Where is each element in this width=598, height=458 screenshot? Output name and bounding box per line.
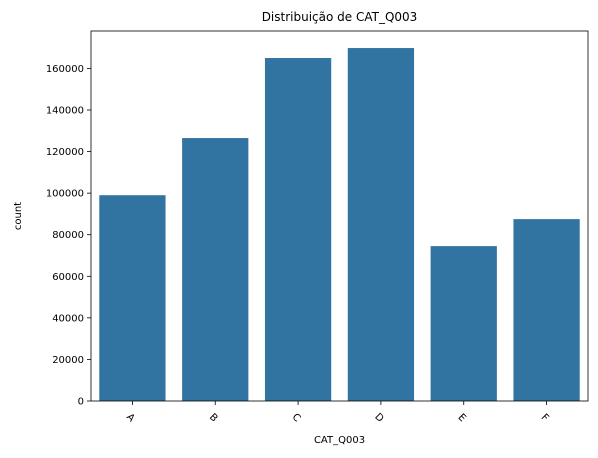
y-tick-label: 0 bbox=[78, 397, 84, 408]
y-tick-label: 40000 bbox=[52, 313, 84, 324]
bar-d bbox=[347, 48, 415, 401]
plot-frame bbox=[90, 30, 589, 402]
y-tick-label: 80000 bbox=[52, 230, 84, 241]
y-axis-title: count bbox=[13, 202, 24, 230]
bars-layer bbox=[99, 48, 580, 402]
x-axis: A B C D E F bbox=[124, 401, 551, 425]
x-tick-label: B bbox=[207, 412, 220, 425]
x-axis-title: CAT_Q003 bbox=[314, 435, 365, 446]
bar-e bbox=[430, 246, 497, 401]
y-tick-label: 160000 bbox=[46, 64, 84, 75]
bar-b bbox=[182, 138, 249, 401]
y-axis: 0 20000 40000 60000 80000 100000 120000 140000 1… bbox=[46, 64, 91, 408]
chart-title: Distribuição de CAT_Q003 bbox=[262, 10, 418, 24]
bar-a bbox=[99, 195, 166, 401]
y-tick-label: 120000 bbox=[46, 147, 84, 158]
y-tick-label: 140000 bbox=[46, 105, 84, 116]
y-tick-label: 60000 bbox=[52, 272, 84, 283]
y-tick-label: 100000 bbox=[46, 189, 84, 200]
y-tick-label: 20000 bbox=[52, 355, 84, 366]
x-tick-label: F bbox=[539, 412, 551, 424]
x-tick-label: D bbox=[372, 411, 385, 424]
bar-f bbox=[513, 219, 580, 401]
x-tick-label: C bbox=[290, 412, 303, 425]
x-tick-label: A bbox=[124, 412, 137, 425]
x-tick-label: E bbox=[456, 412, 468, 424]
bar-c bbox=[264, 58, 332, 402]
